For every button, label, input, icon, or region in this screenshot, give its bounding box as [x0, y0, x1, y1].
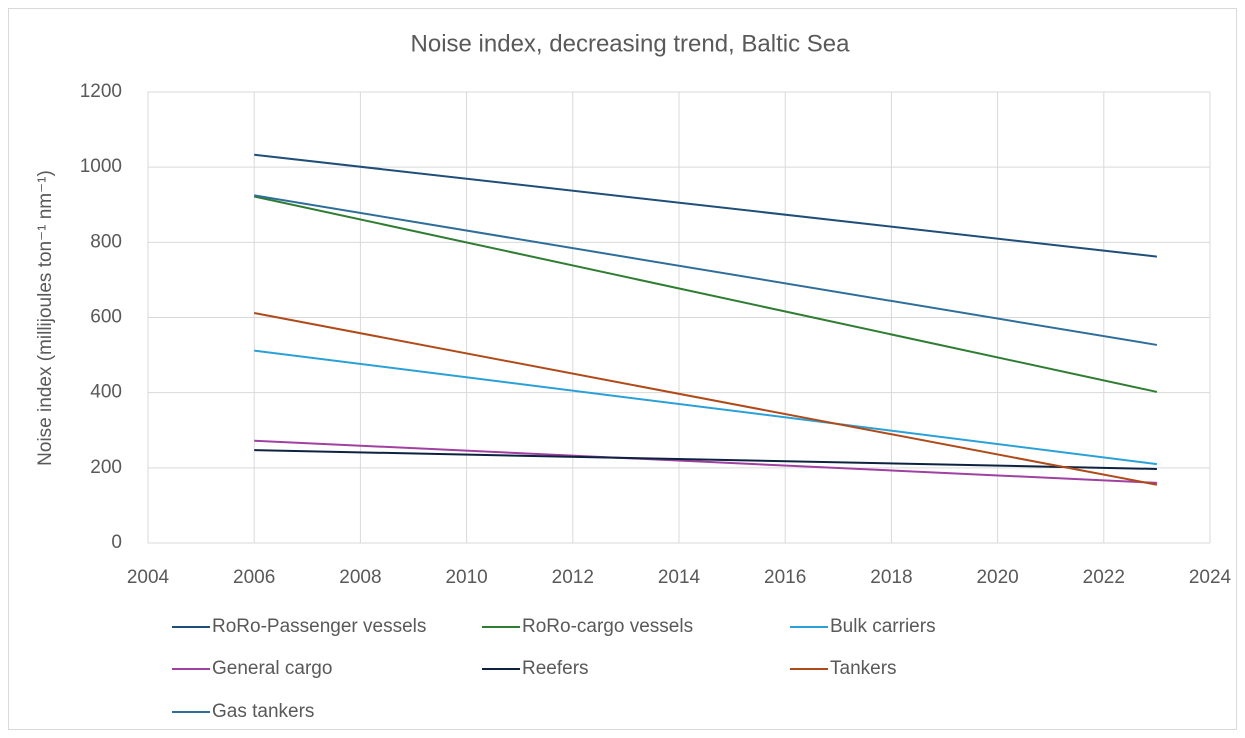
legend-label: Bulk carriers [830, 616, 936, 637]
legend-label: General cargo [212, 658, 332, 679]
x-tick-label: 2012 [552, 567, 594, 588]
series-line [254, 153, 1158, 258]
y-tick-label: 1200 [80, 81, 122, 102]
legend-label: Tankers [830, 658, 897, 679]
x-tick-label: 2018 [870, 567, 912, 588]
x-tick-label: 2006 [233, 567, 275, 588]
x-tick-label: 2024 [1189, 567, 1232, 588]
x-tick-label: 2014 [658, 567, 701, 588]
legend-label: Gas tankers [212, 701, 314, 722]
x-tick-label: 2010 [445, 567, 487, 588]
legend-label: RoRo-Passenger vessels [212, 616, 426, 637]
x-tick-label: 2008 [339, 567, 381, 588]
series-line [254, 439, 1157, 484]
y-tick-label: 400 [90, 382, 122, 403]
chart-frame [8, 8, 1237, 730]
series-line [254, 194, 1158, 346]
y-axis-label: Noise index (millijoules ton⁻¹ nm⁻¹) [35, 170, 56, 466]
chart-title: Noise index, decreasing trend, Baltic Se… [411, 30, 851, 57]
legend-label: Reefers [522, 658, 589, 679]
series-line [254, 312, 1158, 486]
y-tick-label: 0 [111, 532, 122, 553]
series-line [254, 349, 1158, 466]
x-tick-label: 2020 [976, 567, 1018, 588]
x-tick-label: 2004 [127, 567, 170, 588]
y-tick-label: 600 [90, 307, 122, 328]
series-line [254, 449, 1157, 470]
x-tick-label: 2016 [764, 567, 806, 588]
y-tick-label: 200 [90, 457, 122, 478]
legend-label: RoRo-cargo vessels [522, 616, 693, 637]
x-tick-label: 2022 [1083, 567, 1125, 588]
series-line [253, 195, 1158, 393]
y-tick-label: 1000 [80, 156, 122, 177]
y-tick-label: 800 [90, 231, 122, 252]
